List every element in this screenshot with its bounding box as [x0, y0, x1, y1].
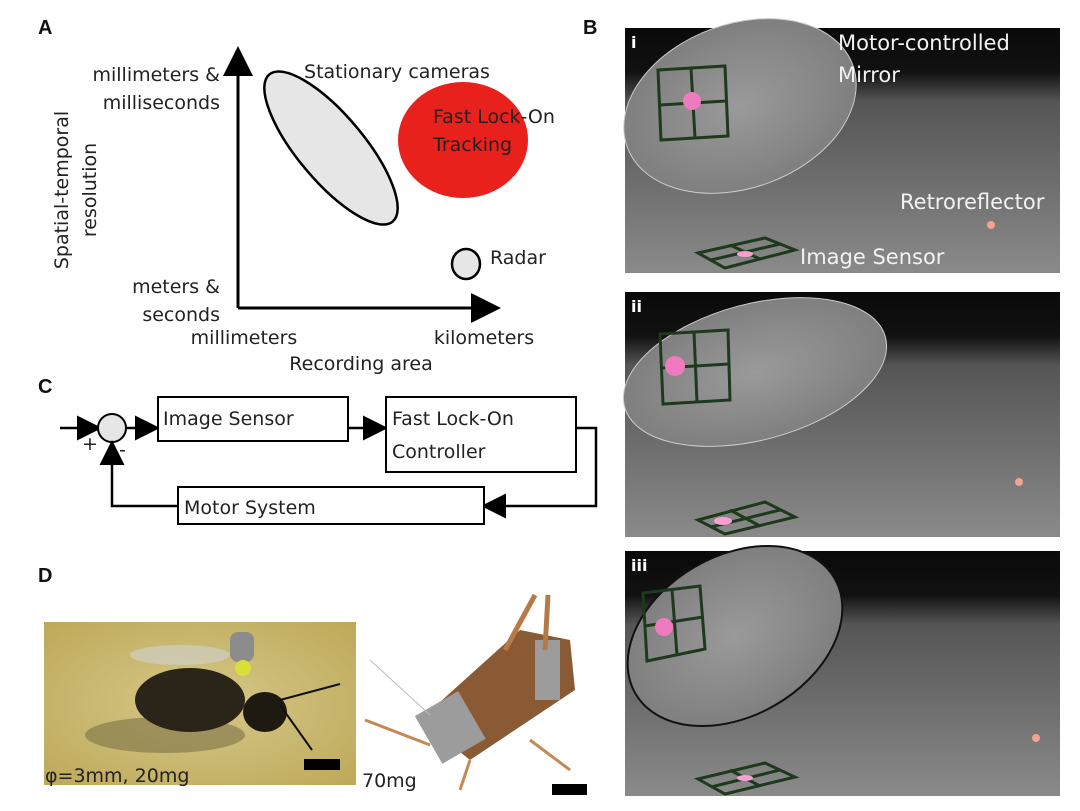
scale-bar	[552, 784, 587, 795]
panel-label-d: D	[38, 565, 52, 587]
mirror	[626, 544, 844, 728]
panel-label-c: C	[38, 376, 52, 398]
scale-bar	[304, 759, 340, 770]
x-axis-label: Recording area	[289, 353, 432, 375]
render-panel-i: i Motor-controlled Mirror Retroreflector…	[623, 18, 1060, 273]
locust-photo: 70mg	[362, 593, 587, 795]
image-sensor-block-label: Image Sensor	[163, 408, 294, 430]
panel-d: D φ=3mm, 20mg 70mg	[38, 565, 587, 795]
render-panel-ii: ii	[622, 292, 1060, 537]
image-sensor-block	[157, 396, 349, 442]
mirror-label-line1: Motor-controlled	[838, 31, 1010, 55]
mirror-label-line2: Mirror	[838, 63, 900, 87]
mirror	[623, 18, 857, 194]
controller-label-line2: Controller	[392, 441, 486, 463]
panel-numeral: ii	[631, 297, 642, 316]
motor-system-label: Motor System	[184, 497, 316, 519]
y-axis-label-line2: resolution	[79, 143, 101, 237]
mirror-grid	[641, 584, 707, 663]
fast-lock-on-tracking-region	[398, 82, 528, 198]
y-bottom-label-line2: seconds	[142, 304, 220, 326]
panel-numeral: iii	[631, 556, 647, 575]
laser-spot	[665, 356, 685, 376]
plus-sign: +	[82, 433, 98, 455]
laser-spot	[655, 618, 673, 636]
y-top-label-line2: milliseconds	[103, 92, 220, 114]
retroreflector-label: Retroreflector	[900, 190, 1045, 214]
retroreflector	[1032, 734, 1040, 742]
controller-block	[385, 396, 577, 473]
mirror	[622, 297, 888, 447]
laser-spot	[683, 92, 701, 110]
stationary-cameras-label: Stationary cameras	[304, 61, 490, 83]
y-axis-label-line1: Spatial-temporal	[51, 111, 73, 269]
bee-caption: φ=3mm, 20mg	[45, 765, 189, 787]
retroreflector	[1015, 478, 1023, 486]
summing-junction	[97, 413, 127, 443]
x-left-label: millimeters	[191, 327, 298, 349]
y-bottom-label-line1: meters &	[132, 276, 220, 298]
x-right-label: kilometers	[434, 327, 534, 349]
retroreflector	[987, 221, 995, 229]
locust-caption: 70mg	[362, 770, 417, 792]
bee-photo: φ=3mm, 20mg	[44, 622, 356, 787]
radar-region	[450, 247, 482, 281]
motor-system-block	[177, 486, 485, 525]
panel-label-b: B	[583, 17, 597, 39]
y-top-label-line1: millimeters &	[92, 64, 220, 86]
panel-a: A Spatial-temporal resolution millimeter…	[38, 17, 555, 375]
stationary-cameras-region	[263, 70, 399, 226]
tracking-label-line1: Fast Lock-On	[433, 106, 555, 128]
image-sensor-label: Image Sensor	[800, 245, 945, 269]
minus-sign: -	[119, 439, 126, 461]
panel-numeral: i	[631, 33, 636, 52]
panel-c: C + - Image Sensor Fast Lock-On Controll…	[38, 376, 598, 525]
panel-label-a: A	[38, 17, 52, 39]
tracking-tag	[230, 632, 254, 662]
controller-label-line1: Fast Lock-On	[392, 408, 514, 430]
render-panel-iii: iii	[625, 544, 1060, 796]
radar-label: Radar	[490, 247, 546, 269]
tracking-label-line2: Tracking	[432, 134, 512, 156]
